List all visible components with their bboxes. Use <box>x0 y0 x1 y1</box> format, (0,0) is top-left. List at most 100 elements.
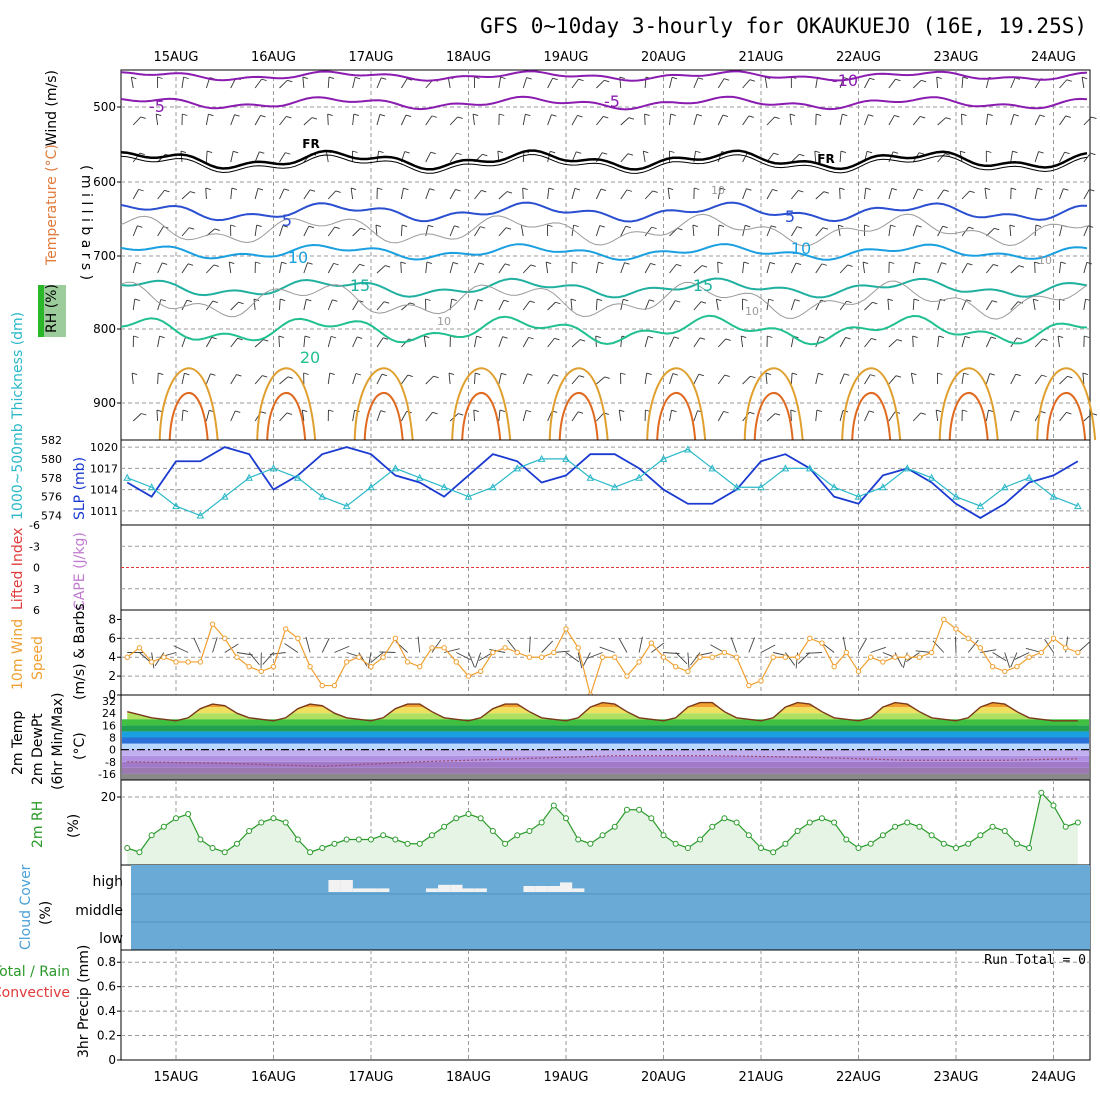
rh2m-point <box>233 840 240 847</box>
wind-barb <box>815 191 825 200</box>
wind10-barb <box>1014 652 1030 660</box>
wind-barb <box>839 373 845 385</box>
wind10-barb <box>475 652 482 668</box>
wind-barb <box>596 116 604 126</box>
wind-barb-flag <box>1015 373 1021 377</box>
contour-label: 10 <box>711 184 725 197</box>
wind-barb-flag <box>302 409 308 413</box>
rh2m-point <box>916 823 923 830</box>
isotherm-30 <box>948 391 989 441</box>
slp-tick-label: 1011 <box>90 505 118 518</box>
rh2m-point <box>136 849 143 856</box>
wind10-barb <box>967 639 979 653</box>
bottom-date-label: 24AUG <box>1031 1070 1076 1085</box>
wind-barb <box>912 298 915 311</box>
wind-barb-flag <box>456 152 462 156</box>
slp-label: SLP (mb) <box>72 457 88 520</box>
wind-barb <box>1034 338 1043 348</box>
wind-barb-flag <box>328 409 334 412</box>
wind-barb <box>620 153 629 163</box>
rh2m-point <box>928 832 935 839</box>
ytick-label: 800 <box>93 322 116 336</box>
wind-barb-flag <box>233 150 239 154</box>
wind-barb <box>352 114 355 126</box>
contour-label: 15 <box>693 276 713 295</box>
wind10-point <box>551 649 557 656</box>
wind-barb <box>327 76 330 89</box>
cloud-bar <box>365 888 378 892</box>
wind10-barb <box>587 652 603 659</box>
top-date-label: 23AUG <box>933 50 978 65</box>
wind10-point <box>563 626 569 632</box>
wind-barb <box>717 78 725 89</box>
wind-barb-flag <box>967 262 973 266</box>
wind-barb-flag <box>870 374 876 377</box>
wind10-point <box>892 654 898 660</box>
thickness-tick-label: 580 <box>41 453 62 466</box>
wind-barb-flag <box>814 150 820 153</box>
rh2m-point <box>806 819 813 826</box>
wind10-point <box>477 668 484 675</box>
wind10-point <box>197 659 204 665</box>
top-date-label: 22AUG <box>836 50 881 65</box>
temp-band <box>122 761 1089 768</box>
wind-barb-flag <box>403 187 409 191</box>
wind-barb <box>1010 410 1015 422</box>
wind-barb-flag <box>912 335 918 338</box>
temp-tick-label: 24 <box>102 707 116 720</box>
wind-barb-flag <box>988 409 994 413</box>
wind-barb-flag <box>673 336 680 339</box>
thickness-point <box>732 483 741 491</box>
upper-air-yticks: 500 600 700 800 900 <box>93 100 121 410</box>
wind10-point <box>746 682 752 689</box>
rh2m-point <box>989 823 996 830</box>
ytick-label: 700 <box>93 249 116 263</box>
wind-barb-flag <box>746 188 752 191</box>
wind-barb <box>937 336 940 348</box>
wind-barb-flag <box>844 373 850 376</box>
wind-barb <box>400 188 404 200</box>
wind-barb-flag <box>307 262 313 265</box>
wind-barb-flag <box>838 224 844 228</box>
wind-barb <box>547 151 551 163</box>
wind-barb-flag <box>229 261 235 265</box>
wind-barb <box>693 77 699 89</box>
wind10-point <box>526 654 533 660</box>
contour-label: 5 <box>282 211 292 230</box>
rh2m-point <box>770 849 777 856</box>
rh-contour <box>120 213 1088 247</box>
wind-barb-flag <box>137 225 143 228</box>
rh2m-point <box>319 845 326 851</box>
cloud-grid <box>131 893 1090 923</box>
dewpoint-line <box>127 755 1078 767</box>
top-date-label: 18AUG <box>446 50 491 65</box>
wind-barb <box>474 372 476 385</box>
rh2m-point <box>709 823 716 830</box>
wind-barb <box>715 299 719 311</box>
wind10-point <box>843 649 850 656</box>
top-date-label: 15AUG <box>153 50 198 65</box>
thickness-point <box>367 483 375 491</box>
wind-barb-flag <box>750 375 756 379</box>
wind-barb <box>717 374 726 385</box>
wind10-barb <box>379 651 396 653</box>
temp-tick-label: 32 <box>102 695 116 708</box>
wind-barb-flag <box>431 115 438 118</box>
wind-barb-flag <box>210 373 216 376</box>
wind-barb-flag <box>205 187 211 190</box>
wind-barb-flag <box>840 150 847 153</box>
wind-barb-flag <box>287 79 293 83</box>
wind-barb-flag <box>942 225 948 229</box>
wind10-point <box>246 663 252 670</box>
wind-barb <box>1059 375 1068 385</box>
wind10-barb <box>760 644 776 653</box>
wind-barb-flag <box>138 188 144 192</box>
wind10-barb <box>305 636 311 653</box>
wind-barb <box>912 80 922 89</box>
rh-label-box-accent <box>38 285 44 337</box>
wind-barb <box>667 188 670 200</box>
wind-barb-flag <box>579 339 586 342</box>
wind-barb-flag <box>791 372 798 375</box>
wind10-barb <box>236 652 253 656</box>
wind10-point <box>989 663 996 670</box>
